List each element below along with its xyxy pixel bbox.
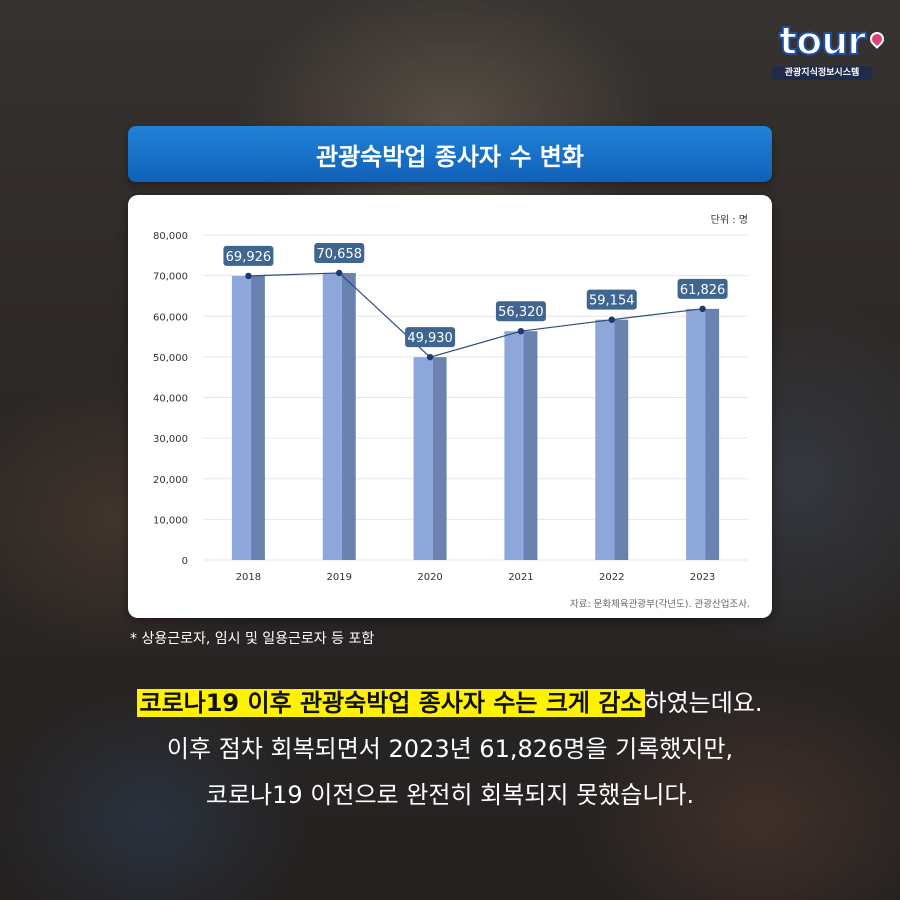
bar [322,272,342,560]
logo-wordmark: tour [778,19,867,63]
data-label: 61,826 [680,283,726,298]
data-point [517,328,525,335]
data-label: 56,320 [498,305,543,320]
bar-shade [341,272,356,560]
description-line-1-rest: 하였는데요. [644,689,763,717]
bar [413,357,433,560]
bar-shade [432,357,447,560]
x-tick-label: 2021 [508,572,533,583]
y-tick-label: 80,000 [153,231,188,242]
description: 코로나19 이후 관광숙박업 종사자 수는 크게 감소하였는데요. 이후 점차 … [60,680,840,818]
data-point [699,305,706,313]
y-tick-label: 60,000 [153,312,188,323]
data-point [608,316,615,323]
description-highlight: 코로나19 이후 관광숙박업 종사자 수는 크게 감소 [137,689,645,717]
y-tick-label: 10,000 [153,515,188,526]
bar [595,319,615,560]
y-tick-label: 30,000 [153,434,188,445]
x-tick-label: 2018 [236,572,261,583]
y-tick-label: 50,000 [153,353,188,364]
description-line-1: 코로나19 이후 관광숙박업 종사자 수는 크게 감소하였는데요. [60,680,840,726]
y-tick-label: 0 [182,556,188,567]
data-label: 59,154 [589,294,635,309]
description-line-2: 이후 점차 회복되면서 2023년 61,826명을 기록했지만, [166,735,734,763]
bar [231,275,252,560]
data-label-bg [314,242,365,263]
description-line-3: 코로나19 이전으로 완전히 회복되지 못했습니다. [205,781,695,809]
source-note: 자료: 문화체육관광부(각년도). 관광산업조사. [570,598,750,610]
data-label-bg [677,278,728,299]
data-point [426,353,434,361]
unit-label: 단위 : 명 [711,213,748,226]
y-tick-label: 20,000 [153,475,188,486]
trend-line [248,272,703,358]
y-tick-label: 70,000 [153,272,188,283]
tour-logo: tour 관광지식정보시스템 [772,19,888,82]
x-tick-label: 2023 [690,572,715,583]
logo-subtitle: 관광지식정보시스템 [772,66,872,80]
y-tick-label: 40,000 [153,394,188,405]
data-label-bg [223,245,274,266]
x-tick-label: 2020 [417,572,442,583]
x-tick-label: 2022 [599,572,624,583]
data-label-bg [586,289,637,310]
data-label: 49,930 [407,331,453,346]
bar-shade [523,331,538,560]
bar [504,331,524,560]
data-label: 70,658 [317,247,363,262]
x-tick-label: 2019 [327,572,352,583]
data-label: 69,926 [226,250,272,265]
data-point [336,269,343,277]
bar [686,308,706,560]
bar-shade [705,308,720,560]
footnote: * 상용근로자, 임시 및 일용근로자 등 포함 [130,631,375,647]
chart-card: 0 10,000 20,000 30,000 40,000 50,000 60,000 70,… [128,195,772,618]
bar-chart: 0 10,000 20,000 30,000 40,000 50,000 60,000 70,… [153,213,750,610]
data-point [245,272,252,280]
bar-shade [251,275,265,560]
data-label-bg [495,301,546,322]
chart-title: 관광숙박업 종사자 수 변화 [316,142,584,171]
bar-shade [614,319,629,560]
data-label-bg [405,327,456,348]
chart-title-bar: 관광숙박업 종사자 수 변화 [128,126,772,182]
